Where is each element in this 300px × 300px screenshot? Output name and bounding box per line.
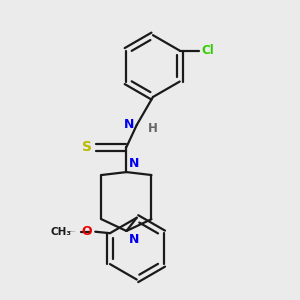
Text: N: N: [129, 233, 139, 246]
Text: CH₃: CH₃: [50, 227, 71, 237]
Text: O: O: [82, 225, 92, 238]
Text: S: S: [82, 140, 92, 154]
Text: N: N: [129, 157, 139, 170]
Text: methoxy: methoxy: [70, 231, 76, 232]
Text: Cl: Cl: [202, 44, 214, 57]
Text: H: H: [148, 122, 158, 135]
Text: N: N: [124, 118, 134, 131]
